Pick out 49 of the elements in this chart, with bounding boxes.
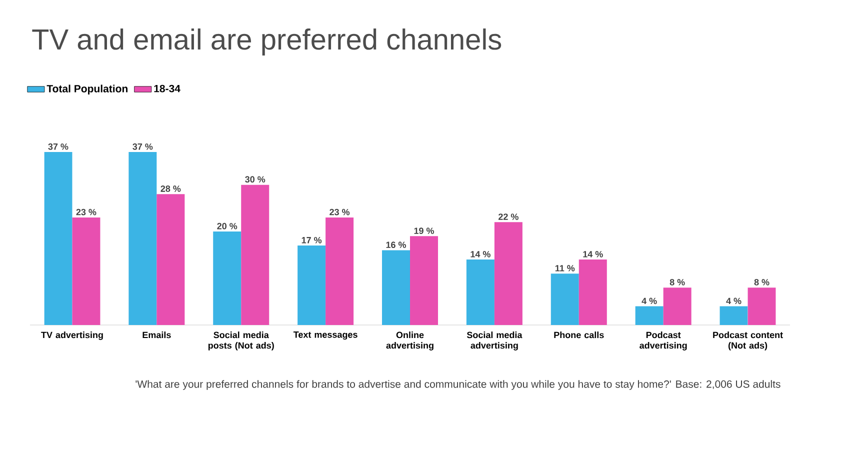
data-label: 23 %: [330, 208, 350, 216]
x-tick-label: Social media advertising: [466, 332, 522, 350]
bar: [128, 152, 157, 325]
x-tick-label: Social media posts (Not ads): [208, 332, 274, 350]
data-label: 28 %: [160, 186, 181, 192]
data-label: 17 %: [302, 236, 322, 244]
bar: [466, 260, 494, 325]
x-tick-label: Phone calls: [554, 332, 604, 338]
text: 'What are your preferred channels for brands to advertise and communicate with you while you have to stay home?' Base: 2,006 US adults: [136, 380, 780, 390]
bar: [44, 152, 72, 325]
x-tick-label: Text messages: [293, 332, 358, 340]
bar: [663, 288, 692, 325]
bar: [550, 274, 579, 325]
bar: [748, 288, 776, 325]
bar: [241, 184, 270, 325]
bar: [213, 232, 242, 325]
data-label: 4 %: [642, 298, 657, 304]
data-label: 14 %: [583, 251, 603, 258]
bar: [720, 306, 748, 325]
data-label: 11 %: [555, 265, 575, 272]
chart-title: TV and email are preferred channels: [32, 28, 502, 56]
data-label: 30 %: [245, 176, 266, 183]
bar: [72, 217, 100, 325]
data-label: 4 %: [726, 298, 742, 304]
legend-label: Total Population: [46, 84, 128, 94]
x-tick-label: TV advertising: [41, 332, 103, 340]
bar: [578, 260, 607, 325]
data-label: 19 %: [414, 228, 434, 234]
bar: [156, 194, 185, 325]
data-label: 23 %: [76, 208, 96, 216]
bar: [410, 236, 438, 325]
bar: [326, 217, 354, 325]
x-tick-label: Podcast advertising: [640, 332, 687, 350]
data-label: 16 %: [386, 242, 406, 248]
data-label: 14 %: [470, 251, 490, 258]
x-tick-label: Online advertising: [386, 332, 434, 350]
bar: [382, 250, 410, 325]
data-label: 8 %: [754, 279, 770, 286]
x-tick-label: Emails: [142, 332, 171, 338]
data-label: 37 %: [48, 143, 68, 150]
x-tick-label: Podcast content (Not ads): [713, 332, 783, 350]
bar: [298, 246, 326, 325]
bar: [494, 222, 522, 325]
data-label: 22 %: [498, 214, 518, 220]
bar: [635, 306, 664, 325]
data-label: 8 %: [670, 279, 685, 286]
data-label: 20 %: [217, 222, 238, 230]
legend-label: 18-34: [154, 84, 180, 92]
data-label: 37 %: [132, 143, 153, 150]
